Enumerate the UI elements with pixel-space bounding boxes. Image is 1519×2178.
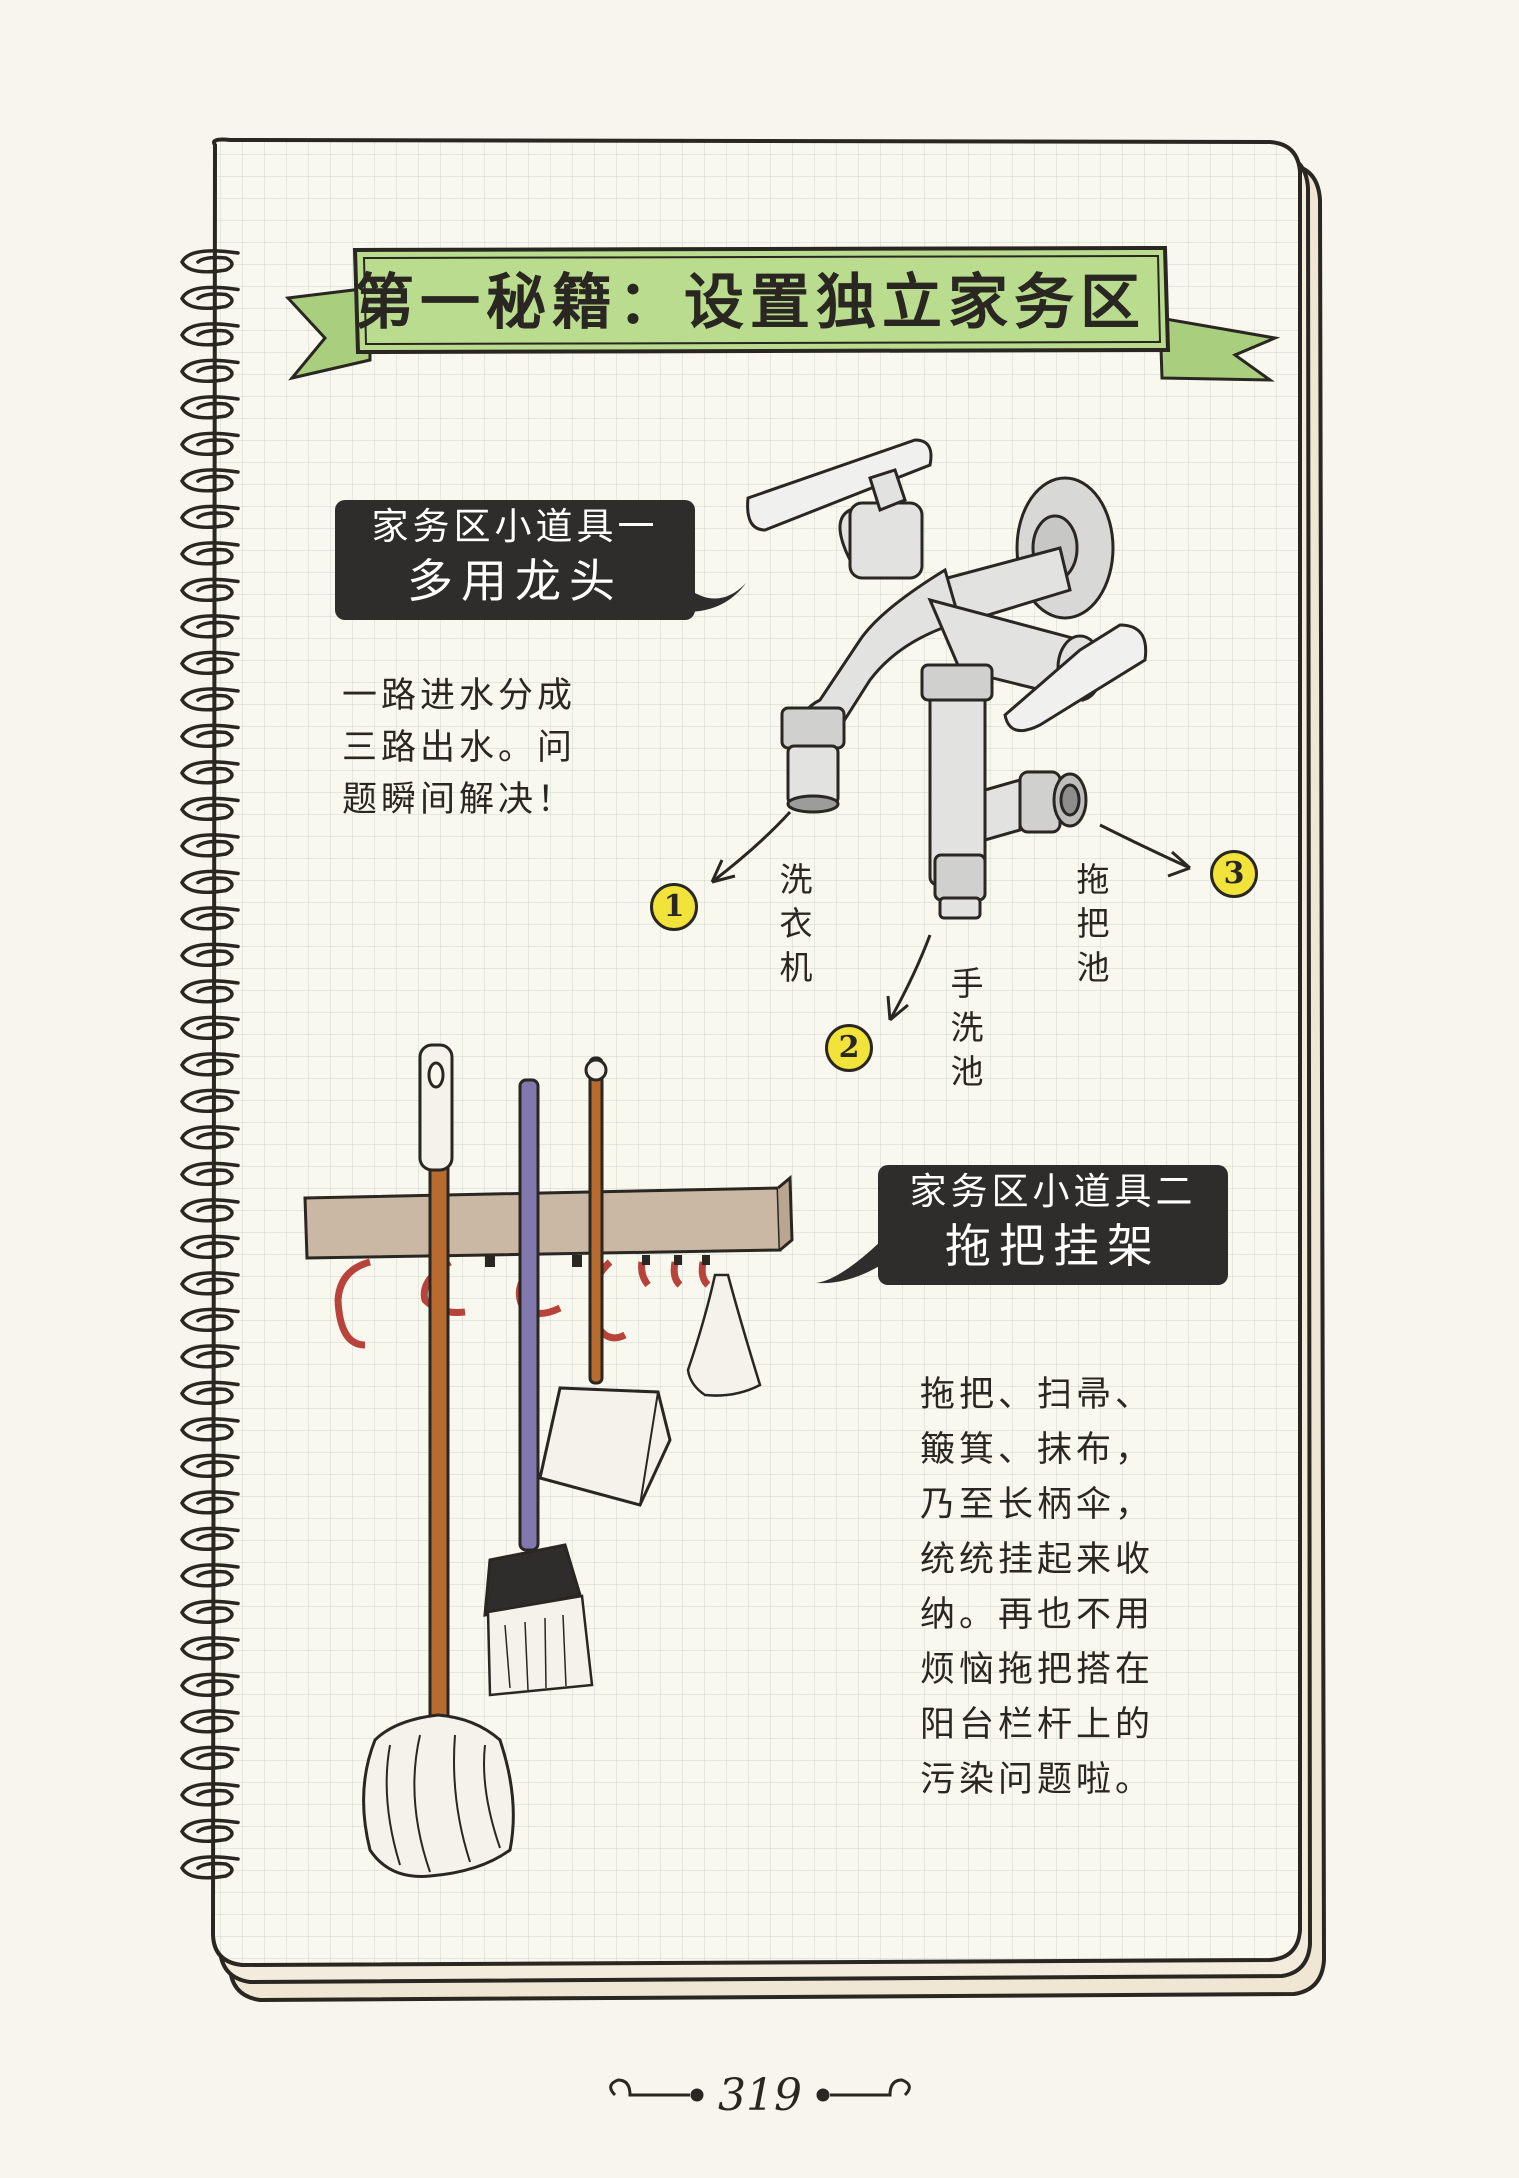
outlet-3-label: 拖把池 — [1076, 860, 1110, 987]
spiral-ring — [180, 358, 240, 383]
spiral-ring — [180, 1636, 240, 1661]
spiral-ring — [180, 249, 240, 274]
tool1-description-line: 三路出水。问 — [342, 728, 577, 768]
outlet-3-badge: 3 — [1210, 850, 1258, 898]
tool2-description-line: 纳。再也不用 — [920, 1595, 1155, 1635]
spiral-ring — [180, 1526, 240, 1551]
spiral-ring — [180, 1453, 240, 1478]
spiral-ring — [180, 1417, 240, 1442]
tool2-description-line: 统统挂起来收 — [920, 1540, 1155, 1580]
tool2-description-line: 乃至长柄伞， — [920, 1485, 1155, 1525]
spiral-ring — [180, 1380, 240, 1405]
tool2-description-line: 簸箕、抹布， — [920, 1430, 1155, 1470]
spiral-ring — [180, 1344, 240, 1369]
faucet-illustration — [710, 438, 1191, 1022]
spiral-binding — [180, 249, 240, 1880]
spiral-ring — [180, 796, 240, 821]
spiral-ring — [180, 760, 240, 785]
tool2-tag-line2: 拖把挂架 — [945, 1219, 1161, 1273]
spiral-ring — [180, 541, 240, 566]
page-number-ornament — [609, 2078, 911, 2102]
page-number: 319 — [718, 2070, 802, 2121]
tool2-description-line: 污染问题啦。 — [920, 1760, 1155, 1800]
spiral-ring — [180, 1599, 240, 1624]
spiral-ring — [180, 1052, 240, 1077]
spiral-ring — [180, 942, 240, 967]
outlet-1-badge: 1 — [650, 883, 698, 931]
spiral-ring — [180, 1307, 240, 1332]
outlet-1-label: 洗衣机 — [779, 860, 813, 987]
tool1-tag: 家务区小道具一 多用龙头 — [335, 500, 695, 620]
spiral-ring — [180, 1490, 240, 1515]
spiral-ring — [180, 1234, 240, 1259]
spiral-ring — [180, 1709, 240, 1734]
spiral-ring — [180, 1745, 240, 1770]
spiral-ring — [180, 1015, 240, 1040]
spiral-ring — [180, 431, 240, 456]
banner-ribbon — [284, 245, 1281, 382]
mop-rack-illustration — [303, 1043, 794, 1878]
spiral-ring — [180, 833, 240, 858]
spiral-ring — [180, 285, 240, 310]
spiral-ring — [180, 1271, 240, 1296]
spiral-ring — [180, 577, 240, 602]
tool2-tag-line1: 家务区小道具二 — [909, 1170, 1197, 1213]
spiral-ring — [180, 322, 240, 347]
tool1-description-line: 一路进水分成 — [342, 676, 577, 716]
tool1-tag-line1: 家务区小道具一 — [371, 505, 659, 548]
spiral-ring — [180, 650, 240, 675]
spiral-ring — [180, 869, 240, 894]
spiral-ring — [180, 1125, 240, 1150]
spiral-ring — [180, 687, 240, 712]
section-title: 第一秘籍：设置独立家务区 — [354, 267, 1146, 338]
spiral-ring — [180, 906, 240, 931]
tag1-tail — [686, 583, 746, 612]
spiral-ring — [180, 504, 240, 529]
spiral-ring — [180, 979, 240, 1004]
tool1-tag-line2: 多用龙头 — [407, 554, 623, 608]
outlet-2-badge: 2 — [825, 1024, 873, 1072]
tool1-description: 一路进水分成 三路出水。问 题瞬间解决！ — [342, 670, 576, 826]
spiral-ring — [180, 1161, 240, 1186]
spiral-ring — [180, 1855, 240, 1880]
spiral-ring — [180, 1782, 240, 1807]
tool1-description-line: 题瞬间解决！ — [342, 780, 577, 820]
spiral-ring — [180, 468, 240, 493]
spiral-ring — [180, 395, 240, 420]
spiral-ring — [180, 1818, 240, 1843]
tool2-tag: 家务区小道具二 拖把挂架 — [878, 1165, 1228, 1285]
tool2-description: 拖把、扫帚、 簸箕、抹布， 乃至长柄伞， 统统挂起来收 纳。再也不用 烦恼拖把搭… — [920, 1368, 1154, 1808]
spiral-ring — [180, 1672, 240, 1697]
spiral-ring — [180, 723, 240, 748]
tool2-description-line: 拖把、扫帚、 — [920, 1375, 1155, 1415]
tool2-description-line: 烦恼拖把搭在 — [920, 1650, 1155, 1690]
outlet-2-label: 手洗池 — [950, 964, 984, 1091]
spiral-ring — [180, 614, 240, 639]
tool2-description-line: 阳台栏杆上的 — [920, 1705, 1155, 1745]
spiral-ring — [180, 1088, 240, 1113]
spiral-ring — [180, 1563, 240, 1588]
spiral-ring — [180, 1198, 240, 1223]
